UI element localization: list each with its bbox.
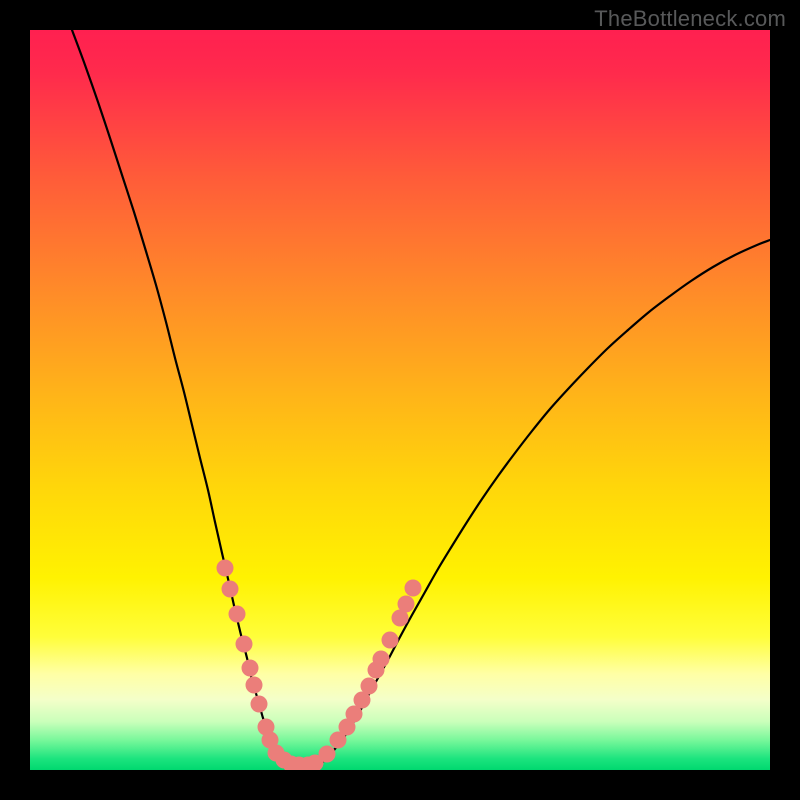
- curve-marker: [373, 651, 390, 668]
- watermark-text: TheBottleneck.com: [594, 6, 786, 32]
- curve-marker: [242, 660, 259, 677]
- curve-marker: [246, 677, 263, 694]
- curve-marker: [251, 696, 268, 713]
- curve-marker: [361, 678, 378, 695]
- chart-container: [30, 30, 770, 770]
- chart-background: [30, 30, 770, 770]
- curve-marker: [319, 746, 336, 763]
- bottleneck-curve-chart: [30, 30, 770, 770]
- curve-marker: [398, 596, 415, 613]
- curve-marker: [222, 581, 239, 598]
- curve-marker: [217, 560, 234, 577]
- curve-marker: [236, 636, 253, 653]
- curve-marker: [382, 632, 399, 649]
- curve-marker: [405, 580, 422, 597]
- curve-marker: [229, 606, 246, 623]
